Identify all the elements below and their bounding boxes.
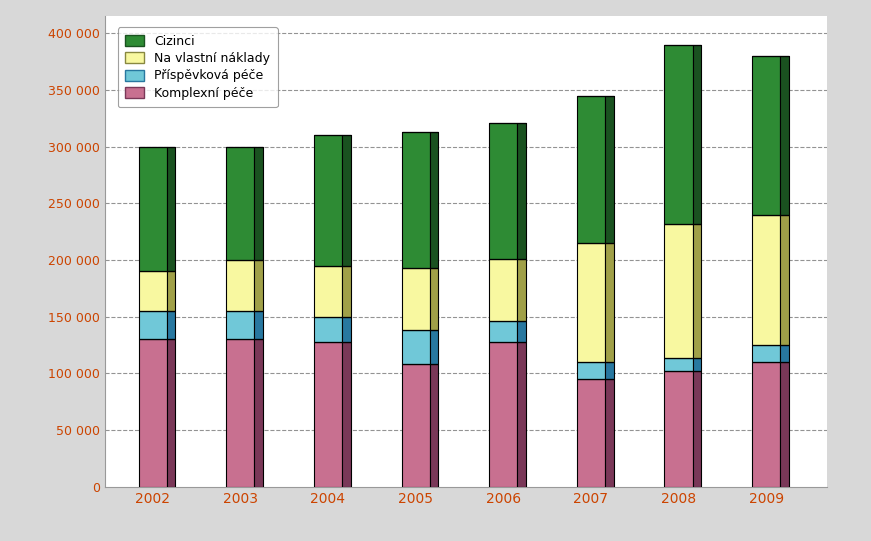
Bar bbox=[314, 266, 342, 317]
Polygon shape bbox=[780, 56, 789, 215]
Bar bbox=[402, 365, 429, 487]
Polygon shape bbox=[604, 379, 614, 487]
Polygon shape bbox=[429, 268, 438, 331]
Polygon shape bbox=[342, 342, 351, 487]
Bar bbox=[402, 268, 429, 331]
Bar bbox=[665, 224, 692, 358]
Polygon shape bbox=[692, 371, 701, 487]
Polygon shape bbox=[517, 123, 526, 259]
Polygon shape bbox=[692, 358, 701, 371]
Bar bbox=[752, 362, 780, 487]
Bar bbox=[752, 56, 780, 215]
Polygon shape bbox=[517, 259, 526, 321]
Polygon shape bbox=[166, 147, 175, 272]
Bar bbox=[752, 215, 780, 345]
Polygon shape bbox=[166, 339, 175, 487]
Polygon shape bbox=[517, 321, 526, 342]
Polygon shape bbox=[254, 147, 263, 260]
Polygon shape bbox=[517, 342, 526, 487]
Polygon shape bbox=[692, 224, 701, 358]
Bar bbox=[490, 321, 517, 342]
Bar bbox=[490, 123, 517, 259]
Bar bbox=[314, 135, 342, 266]
Bar bbox=[402, 331, 429, 365]
Polygon shape bbox=[254, 339, 263, 487]
Bar bbox=[138, 339, 166, 487]
Bar bbox=[490, 342, 517, 487]
Bar bbox=[490, 259, 517, 321]
Bar bbox=[402, 132, 429, 268]
Bar bbox=[752, 345, 780, 362]
Bar bbox=[226, 311, 254, 339]
Polygon shape bbox=[166, 311, 175, 339]
Polygon shape bbox=[429, 132, 438, 268]
Polygon shape bbox=[604, 243, 614, 362]
Bar bbox=[665, 358, 692, 371]
Bar bbox=[665, 371, 692, 487]
Bar bbox=[665, 44, 692, 224]
Polygon shape bbox=[604, 96, 614, 243]
Polygon shape bbox=[342, 317, 351, 342]
Bar bbox=[314, 317, 342, 342]
Polygon shape bbox=[166, 272, 175, 311]
Bar bbox=[226, 147, 254, 260]
Bar bbox=[314, 342, 342, 487]
Polygon shape bbox=[780, 362, 789, 487]
Polygon shape bbox=[780, 215, 789, 345]
Bar bbox=[138, 311, 166, 339]
Polygon shape bbox=[429, 365, 438, 487]
Bar bbox=[577, 96, 604, 243]
Legend: Cizinci, Na vlastní náklady, Příspěvková péče, Komplexní péče: Cizinci, Na vlastní náklady, Příspěvková… bbox=[118, 27, 278, 107]
Bar bbox=[577, 243, 604, 362]
Bar bbox=[577, 379, 604, 487]
Bar bbox=[138, 272, 166, 311]
Polygon shape bbox=[254, 311, 263, 339]
Polygon shape bbox=[429, 331, 438, 365]
Polygon shape bbox=[254, 260, 263, 311]
Bar bbox=[138, 147, 166, 272]
Bar bbox=[226, 339, 254, 487]
Bar bbox=[226, 260, 254, 311]
Polygon shape bbox=[780, 345, 789, 362]
Polygon shape bbox=[342, 266, 351, 317]
Polygon shape bbox=[692, 44, 701, 224]
Polygon shape bbox=[604, 362, 614, 379]
Bar bbox=[577, 362, 604, 379]
Polygon shape bbox=[342, 135, 351, 266]
